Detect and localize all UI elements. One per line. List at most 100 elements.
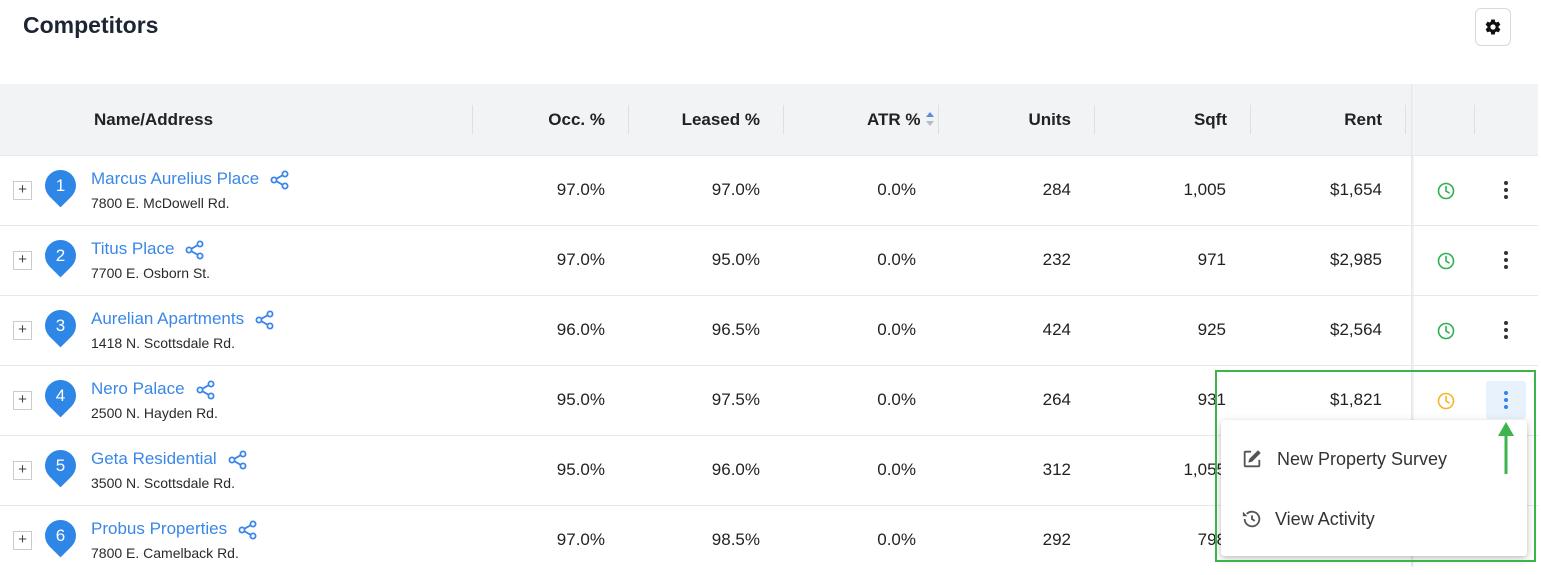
row-actions-button[interactable] bbox=[1486, 171, 1526, 209]
expand-row-button[interactable]: + bbox=[13, 461, 32, 480]
dot bbox=[1504, 335, 1508, 339]
property-address: 1418 N. Scottsdale Rd. bbox=[91, 335, 235, 351]
sticky-column-shadow bbox=[1411, 84, 1414, 567]
cell-leased: 98.5% bbox=[711, 530, 760, 549]
cell-units: 232 bbox=[1042, 250, 1071, 269]
more-vertical-icon bbox=[1504, 390, 1508, 411]
row-actions-button[interactable] bbox=[1486, 311, 1526, 349]
property-address: 2500 N. Hayden Rd. bbox=[91, 405, 218, 421]
column-divider bbox=[783, 105, 784, 134]
cell-occ: 95.0% bbox=[556, 390, 605, 409]
dot bbox=[1504, 188, 1508, 192]
property-name-link[interactable]: Aurelian Apartments bbox=[91, 309, 245, 328]
cell-units: 312 bbox=[1042, 460, 1071, 479]
table-row: +4 Nero Palace 2500 N. Hayden Rd. 95.0% 97.5… bbox=[0, 365, 1538, 435]
expand-row-button[interactable]: + bbox=[13, 531, 32, 550]
cell-occ: 97.0% bbox=[556, 250, 605, 269]
map-pin-number: 4 bbox=[55, 386, 66, 405]
col-rent[interactable]: Rent bbox=[1344, 110, 1382, 129]
map-pin-number: 5 bbox=[55, 456, 66, 475]
cell-rent: $2,564 bbox=[1330, 320, 1382, 339]
property-name-link[interactable]: Probus Properties bbox=[91, 519, 228, 538]
cell-occ: 97.0% bbox=[556, 180, 605, 199]
property-address: 7800 E. Camelback Rd. bbox=[91, 545, 239, 561]
arrow-up-icon bbox=[1498, 422, 1514, 474]
col-atr[interactable]: ATR % bbox=[867, 84, 935, 155]
property-address: 7800 E. McDowell Rd. bbox=[91, 195, 230, 211]
col-occ[interactable]: Occ. % bbox=[548, 110, 605, 129]
cell-atr: 0.0% bbox=[877, 530, 916, 549]
more-vertical-icon bbox=[1504, 250, 1508, 271]
clock-icon[interactable] bbox=[1437, 392, 1455, 410]
clock-icon[interactable] bbox=[1437, 182, 1455, 200]
cell-sqft: 1,055 bbox=[1183, 460, 1226, 479]
map-pin-number: 3 bbox=[55, 316, 66, 335]
cell-rent: $2,985 bbox=[1330, 250, 1382, 269]
cell-sqft: 798 bbox=[1197, 530, 1226, 549]
menu-item-new-property-survey[interactable]: New Property Survey bbox=[1221, 432, 1527, 486]
column-divider bbox=[1094, 105, 1095, 134]
col-units[interactable]: Units bbox=[1028, 110, 1072, 129]
dot bbox=[1504, 195, 1508, 199]
dot bbox=[1504, 398, 1508, 402]
cell-units: 264 bbox=[1042, 390, 1071, 409]
cell-leased: 97.5% bbox=[711, 390, 760, 409]
menu-item-view-activity[interactable]: View Activity bbox=[1221, 492, 1527, 546]
cell-leased: 96.0% bbox=[711, 460, 760, 479]
table-header: Name/Address Occ. % Leased % ATR % Units… bbox=[0, 84, 1538, 155]
expand-row-button[interactable]: + bbox=[13, 321, 32, 340]
dot bbox=[1504, 328, 1508, 332]
share-icon[interactable] bbox=[270, 170, 290, 190]
table-row: +2 Titus Place 7700 E. Osborn St. 97.0% 95.0… bbox=[0, 225, 1538, 295]
dot bbox=[1504, 405, 1508, 409]
cell-atr: 0.0% bbox=[877, 250, 916, 269]
row-actions-button[interactable] bbox=[1486, 381, 1526, 419]
table-row: +3 Aurelian Apartments 1418 N. Scottsdale … bbox=[0, 295, 1538, 365]
menu-item-label: View Activity bbox=[1275, 508, 1375, 529]
column-divider bbox=[1405, 105, 1406, 134]
property-address: 3500 N. Scottsdale Rd. bbox=[91, 475, 235, 491]
property-name-link[interactable]: Nero Palace bbox=[91, 379, 185, 398]
dot bbox=[1504, 265, 1508, 269]
col-sqft[interactable]: Sqft bbox=[1193, 110, 1227, 129]
dot bbox=[1504, 181, 1508, 185]
clock-icon[interactable] bbox=[1437, 252, 1455, 270]
page-title: Competitors bbox=[23, 12, 159, 38]
gear-icon bbox=[1485, 19, 1501, 35]
cell-atr: 0.0% bbox=[877, 390, 916, 409]
col-leased[interactable]: Leased % bbox=[681, 110, 760, 129]
settings-button[interactable] bbox=[1475, 8, 1511, 46]
cell-sqft: 971 bbox=[1197, 250, 1226, 269]
property-name-link[interactable]: Geta Residential bbox=[91, 449, 217, 468]
share-icon[interactable] bbox=[255, 310, 275, 330]
cell-sqft: 1,005 bbox=[1183, 180, 1226, 199]
expand-row-button[interactable]: + bbox=[13, 251, 32, 270]
column-divider bbox=[628, 105, 629, 134]
share-icon[interactable] bbox=[238, 520, 258, 540]
property-name-link[interactable]: Marcus Aurelius Place bbox=[91, 169, 260, 188]
column-divider bbox=[472, 105, 473, 134]
col-atr-label: ATR % bbox=[867, 110, 921, 129]
history-icon bbox=[1242, 510, 1261, 528]
table-row: +6 Probus Properties 7800 E. Camelback Rd.… bbox=[0, 505, 1538, 575]
column-divider bbox=[1474, 105, 1475, 134]
expand-row-button[interactable]: + bbox=[13, 181, 32, 200]
share-icon[interactable] bbox=[185, 240, 205, 260]
map-pin-number: 6 bbox=[55, 526, 66, 545]
property-name-link[interactable]: Titus Place bbox=[91, 239, 175, 258]
clock-icon[interactable] bbox=[1437, 322, 1455, 340]
sort-icon[interactable] bbox=[925, 111, 935, 127]
expand-row-button[interactable]: + bbox=[13, 391, 32, 410]
map-pin-number: 2 bbox=[55, 246, 66, 265]
share-icon[interactable] bbox=[228, 450, 248, 470]
col-name-address[interactable]: Name/Address bbox=[94, 110, 214, 129]
cell-atr: 0.0% bbox=[877, 180, 916, 199]
column-divider bbox=[1250, 105, 1251, 134]
share-icon[interactable] bbox=[196, 380, 216, 400]
row-actions-menu: New Property Survey View Activity bbox=[1221, 420, 1527, 556]
table-row: +1 Marcus Aurelius Place 7800 E. McDowell … bbox=[0, 155, 1538, 225]
cell-occ: 95.0% bbox=[556, 460, 605, 479]
row-actions-button[interactable] bbox=[1486, 241, 1526, 279]
cell-leased: 97.0% bbox=[711, 180, 760, 199]
column-divider bbox=[938, 105, 939, 134]
